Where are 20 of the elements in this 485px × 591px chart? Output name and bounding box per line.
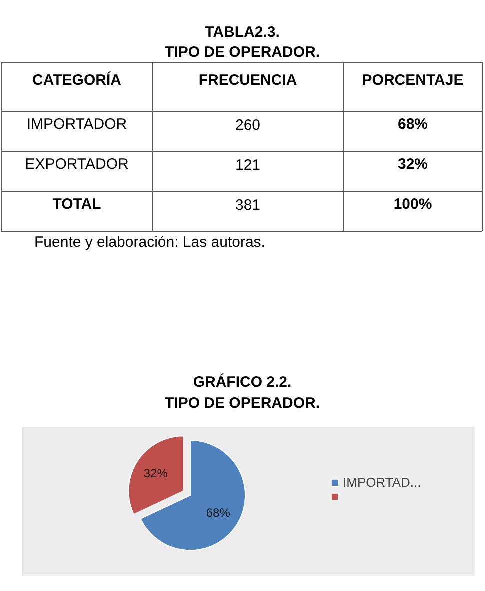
text: TOTAL bbox=[52, 196, 102, 213]
text: 260 bbox=[235, 117, 261, 134]
data-label: 32% bbox=[144, 466, 168, 481]
chart-title: GRÁFICO 2.2. bbox=[193, 373, 292, 391]
text: TABLA2.3. bbox=[205, 24, 280, 41]
chart-subtitle: TIPO DE OPERADOR. bbox=[164, 395, 320, 412]
text: CATEGORÍA bbox=[32, 71, 122, 89]
text: 121 bbox=[235, 157, 261, 174]
text: PORCENTAJE bbox=[362, 72, 464, 89]
text: 381 bbox=[235, 197, 261, 214]
text: 32% bbox=[398, 156, 428, 173]
text: 68% bbox=[398, 116, 428, 133]
text: 100% bbox=[394, 196, 432, 213]
text: TIPO DE OPERADOR. bbox=[164, 44, 320, 61]
text: EXPORTADOR bbox=[25, 156, 129, 173]
text: FRECUENCIA bbox=[198, 72, 298, 89]
legend-label: IMPORTAD... bbox=[343, 475, 422, 490]
text: IMPORTADOR bbox=[26, 116, 128, 133]
data-label: 68% bbox=[206, 506, 231, 520]
source-note: Fuente y elaboración: Las autoras. bbox=[34, 234, 266, 251]
